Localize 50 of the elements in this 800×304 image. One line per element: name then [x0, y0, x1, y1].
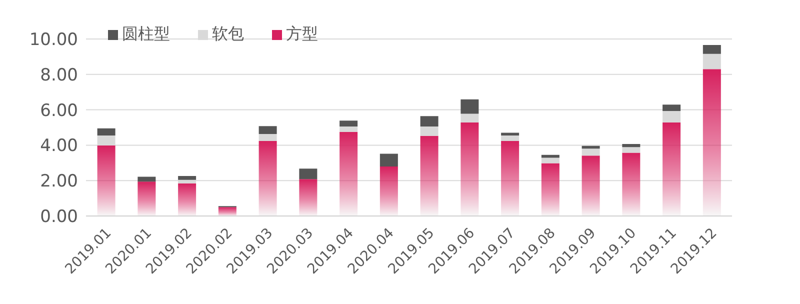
- bar: [340, 126, 358, 132]
- legend-label: 软包: [211, 24, 244, 45]
- bar: [420, 126, 438, 136]
- y-tick-label: 10.00: [29, 30, 78, 50]
- bar: [258, 140, 277, 216]
- bar: [460, 99, 479, 114]
- bar: [501, 132, 520, 136]
- legend-label: 方型: [285, 24, 318, 45]
- bar: [97, 146, 116, 216]
- bar: [178, 176, 196, 180]
- bar: [582, 146, 600, 149]
- y-tick-label: 2.00: [40, 172, 78, 192]
- bar: [380, 154, 398, 166]
- bar: [258, 134, 277, 141]
- bar: [299, 179, 318, 216]
- bar: [662, 122, 681, 216]
- y-tick-label: 8.00: [40, 65, 78, 86]
- bar: [541, 158, 560, 164]
- bar: [380, 166, 398, 216]
- bar: [622, 144, 640, 148]
- bar: [420, 136, 438, 216]
- bar: [582, 156, 600, 216]
- bar: [662, 104, 681, 112]
- bar: [420, 116, 438, 126]
- y-tick-label: 4.00: [40, 136, 78, 156]
- bar: [501, 140, 520, 216]
- bar: [138, 182, 156, 216]
- bar: [541, 154, 560, 158]
- bar: [138, 176, 156, 182]
- bar: [662, 111, 681, 123]
- bar: [582, 148, 600, 156]
- bar: [218, 207, 236, 216]
- bar: [460, 122, 479, 216]
- bar: [340, 132, 358, 216]
- bar: [97, 128, 116, 136]
- y-tick-label: 0.00: [40, 207, 78, 228]
- bar: [541, 163, 560, 216]
- bar: [622, 147, 640, 153]
- bar: [178, 183, 196, 216]
- bar: [460, 114, 479, 123]
- legend-label: 圆柱型: [121, 24, 170, 45]
- bar: [258, 126, 277, 134]
- bar: [702, 69, 721, 216]
- bar: [702, 54, 721, 70]
- bar: [340, 120, 358, 126]
- bar: [299, 168, 318, 180]
- bar: [622, 152, 640, 216]
- bar: [702, 45, 721, 54]
- y-tick-label: 6.00: [40, 100, 78, 121]
- bar: [501, 135, 520, 141]
